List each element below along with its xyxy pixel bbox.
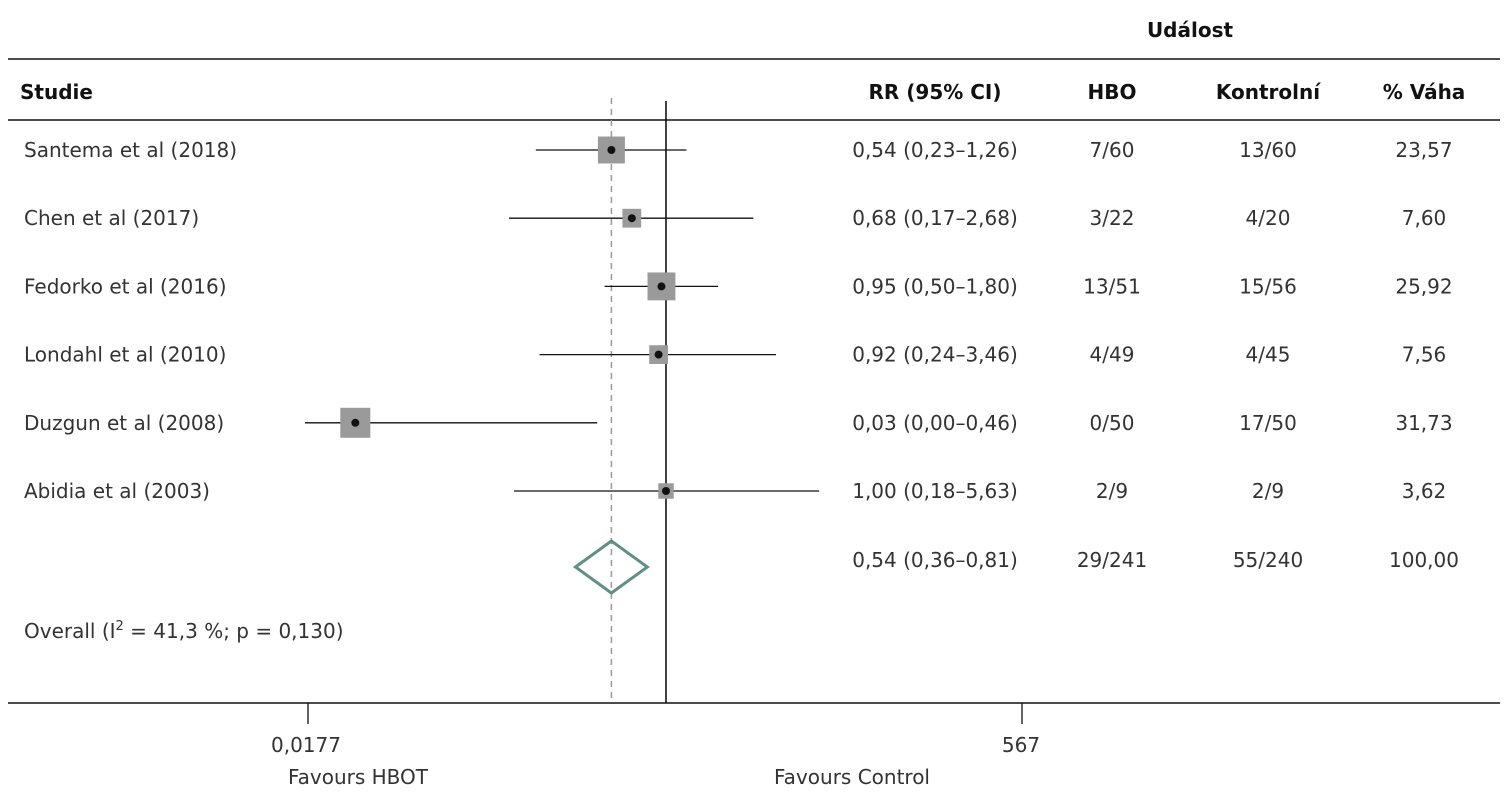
- overall-label: Overall (I2 = 41,3 %; p = 0,130): [24, 619, 344, 643]
- control-column-header: Kontrolní: [1216, 80, 1321, 104]
- hbo-column-header: HBO: [1088, 80, 1137, 104]
- study-column-header: Studie: [20, 80, 93, 104]
- study-hbo: 7/60: [1090, 138, 1135, 162]
- study-name: Santema et al (2018): [24, 138, 237, 162]
- study-rr: 0,54 (0,23–1,26): [852, 138, 1018, 162]
- study-name: Fedorko et al (2016): [24, 274, 227, 298]
- point-estimate: [627, 214, 636, 223]
- study-hbo: 3/22: [1090, 206, 1135, 230]
- study-control: 4/45: [1246, 343, 1291, 367]
- overall-control: 55/240: [1233, 548, 1303, 572]
- point-estimate: [654, 350, 663, 359]
- point-estimate: [657, 282, 666, 291]
- study-rr: 0,95 (0,50–1,80): [852, 274, 1018, 298]
- study-name: Londahl et al (2010): [24, 343, 226, 367]
- study-hbo: 0/50: [1090, 411, 1135, 435]
- overall-label-prefix: Overall (I: [24, 619, 116, 643]
- study-control: 4/20: [1246, 206, 1291, 230]
- overall-diamond: [572, 539, 650, 595]
- study-control: 15/56: [1239, 274, 1297, 298]
- favours-right-label: Favours Control: [774, 765, 930, 789]
- study-hbo: 13/51: [1083, 274, 1141, 298]
- favours-left-label: Favours HBOT: [288, 765, 429, 789]
- overall-rr: 0,54 (0,36–0,81): [852, 548, 1018, 572]
- study-rr: 0,03 (0,00–0,46): [852, 411, 1018, 435]
- study-weight: 25,92: [1395, 274, 1452, 298]
- study-control: 13/60: [1239, 138, 1297, 162]
- point-estimate: [607, 146, 616, 154]
- study-control: 17/50: [1239, 411, 1297, 435]
- study-name: Duzgun et al (2008): [24, 411, 224, 435]
- study-rows: Santema et al (2018) 0,54 (0,23–1,26) 7/60…: [24, 136, 1453, 503]
- overall-weight: 100,00: [1389, 548, 1459, 572]
- study-hbo: 2/9: [1096, 479, 1128, 503]
- overall-hbo: 29/241: [1077, 548, 1147, 572]
- study-hbo: 4/49: [1090, 343, 1135, 367]
- study-weight: 7,60: [1402, 206, 1447, 230]
- x-tick-label-right: 567: [1002, 733, 1040, 757]
- overall-label-suffix: = 41,3 %; p = 0,130): [124, 619, 344, 643]
- x-tick-label-left: 0,0177: [271, 733, 341, 757]
- study-rr: 0,92 (0,24–3,46): [852, 343, 1018, 367]
- study-rr: 1,00 (0,18–5,63): [852, 479, 1018, 503]
- study-rr: 0,68 (0,17–2,68): [852, 206, 1018, 230]
- rr-column-header: RR (95% CI): [869, 80, 1002, 104]
- study-control: 2/9: [1252, 479, 1284, 503]
- overall-label-sup: 2: [116, 619, 124, 634]
- study-weight: 3,62: [1402, 479, 1447, 503]
- point-estimate: [351, 418, 360, 427]
- study-name: Abidia et al (2003): [24, 479, 210, 503]
- study-weight: 23,57: [1395, 138, 1452, 162]
- study-weight: 7,56: [1402, 343, 1447, 367]
- group-header: Událost: [1147, 18, 1234, 42]
- study-name: Chen et al (2017): [24, 206, 199, 230]
- point-estimate: [662, 487, 670, 495]
- study-weight: 31,73: [1395, 411, 1452, 435]
- weight-column-header: % Váha: [1383, 80, 1466, 104]
